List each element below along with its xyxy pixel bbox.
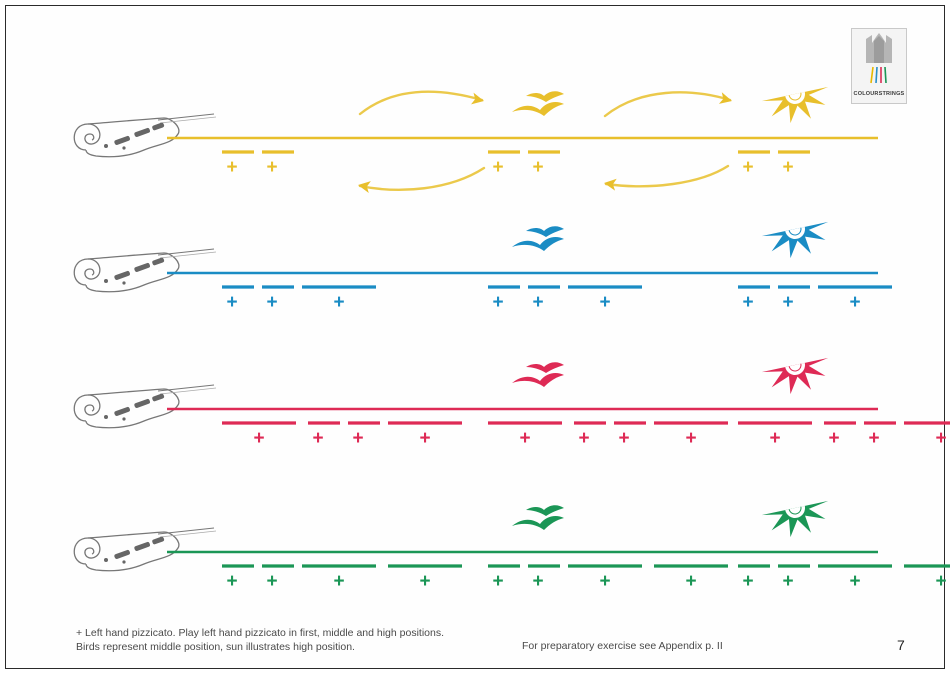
violin-scroll-icon xyxy=(73,248,217,293)
pluck-symbol: + xyxy=(849,292,860,313)
green-staff: + + + + + + + + + + + + xyxy=(73,500,950,592)
pluck-symbol: + xyxy=(685,571,696,592)
pluck-symbol: + xyxy=(266,292,277,313)
pluck-symbol: + xyxy=(492,157,503,178)
pluck-symbol: + xyxy=(333,292,344,313)
logo-text: COLOURSTRINGS xyxy=(853,91,905,97)
pluck-symbol: + xyxy=(849,571,860,592)
preparatory-note: For preparatory exercise see Appendix p.… xyxy=(522,640,723,652)
pluck-symbol: + xyxy=(519,428,530,449)
pluck-symbol: + xyxy=(742,292,753,313)
sun-icon xyxy=(761,86,829,124)
pluck-symbol: + xyxy=(492,292,503,313)
page-number: 7 xyxy=(897,637,905,653)
pluck-symbol: + xyxy=(782,292,793,313)
violin-scroll-icon xyxy=(73,527,217,572)
blue-staff: + + + + + + + + + xyxy=(73,221,892,313)
birds-icon xyxy=(512,226,564,251)
arrow-icon xyxy=(358,90,484,116)
footnote: + Left hand pizzicato. Play left hand pi… xyxy=(76,626,444,654)
pluck-symbol: + xyxy=(532,571,543,592)
pluck-symbol: + xyxy=(828,428,839,449)
pluck-symbol: + xyxy=(868,428,879,449)
arrow-icon xyxy=(603,91,732,118)
pluck-symbol: + xyxy=(226,157,237,178)
pluck-symbol: + xyxy=(769,428,780,449)
pluck-symbol: + xyxy=(599,571,610,592)
pluck-symbol: + xyxy=(618,428,629,449)
pluck-symbol: + xyxy=(266,571,277,592)
pluck-symbol: + xyxy=(935,428,946,449)
sun-icon xyxy=(761,221,829,259)
pluck-symbol: + xyxy=(226,292,237,313)
pluck-symbol: + xyxy=(742,157,753,178)
footnote-line-2: Birds represent middle position, sun ill… xyxy=(76,641,355,653)
pluck-symbol: + xyxy=(742,571,753,592)
sun-icon xyxy=(761,357,829,395)
pluck-symbol: + xyxy=(578,428,589,449)
arrow-icon xyxy=(604,164,730,191)
sun-icon xyxy=(761,500,829,538)
violin-scroll-icon xyxy=(73,113,217,158)
yellow-staff: + + + + + + xyxy=(73,86,878,193)
logo-emblem-icon xyxy=(852,29,906,89)
pluck-symbol: + xyxy=(532,292,543,313)
pluck-symbol: + xyxy=(492,571,503,592)
colourstrings-logo: COLOURSTRINGS xyxy=(851,28,907,104)
pluck-symbol: + xyxy=(599,292,610,313)
pluck-symbol: + xyxy=(685,428,696,449)
violin-scroll-icon xyxy=(73,384,217,429)
pluck-symbol: + xyxy=(266,157,277,178)
red-staff: + + + + + + + + + + + + xyxy=(73,357,950,449)
birds-icon xyxy=(512,362,564,387)
pluck-symbol: + xyxy=(782,157,793,178)
pluck-symbol: + xyxy=(782,571,793,592)
arrow-icon xyxy=(358,166,486,193)
pluck-symbol: + xyxy=(333,571,344,592)
pluck-symbol: + xyxy=(352,428,363,449)
birds-icon xyxy=(512,505,564,530)
pluck-symbol: + xyxy=(312,428,323,449)
pluck-symbol: + xyxy=(253,428,264,449)
pluck-symbol: + xyxy=(226,571,237,592)
footnote-line-1: + Left hand pizzicato. Play left hand pi… xyxy=(76,627,445,639)
pluck-symbol: + xyxy=(419,571,430,592)
pluck-symbol: + xyxy=(419,428,430,449)
pluck-symbol: + xyxy=(935,571,946,592)
birds-icon xyxy=(512,91,564,116)
pluck-symbol: + xyxy=(532,157,543,178)
